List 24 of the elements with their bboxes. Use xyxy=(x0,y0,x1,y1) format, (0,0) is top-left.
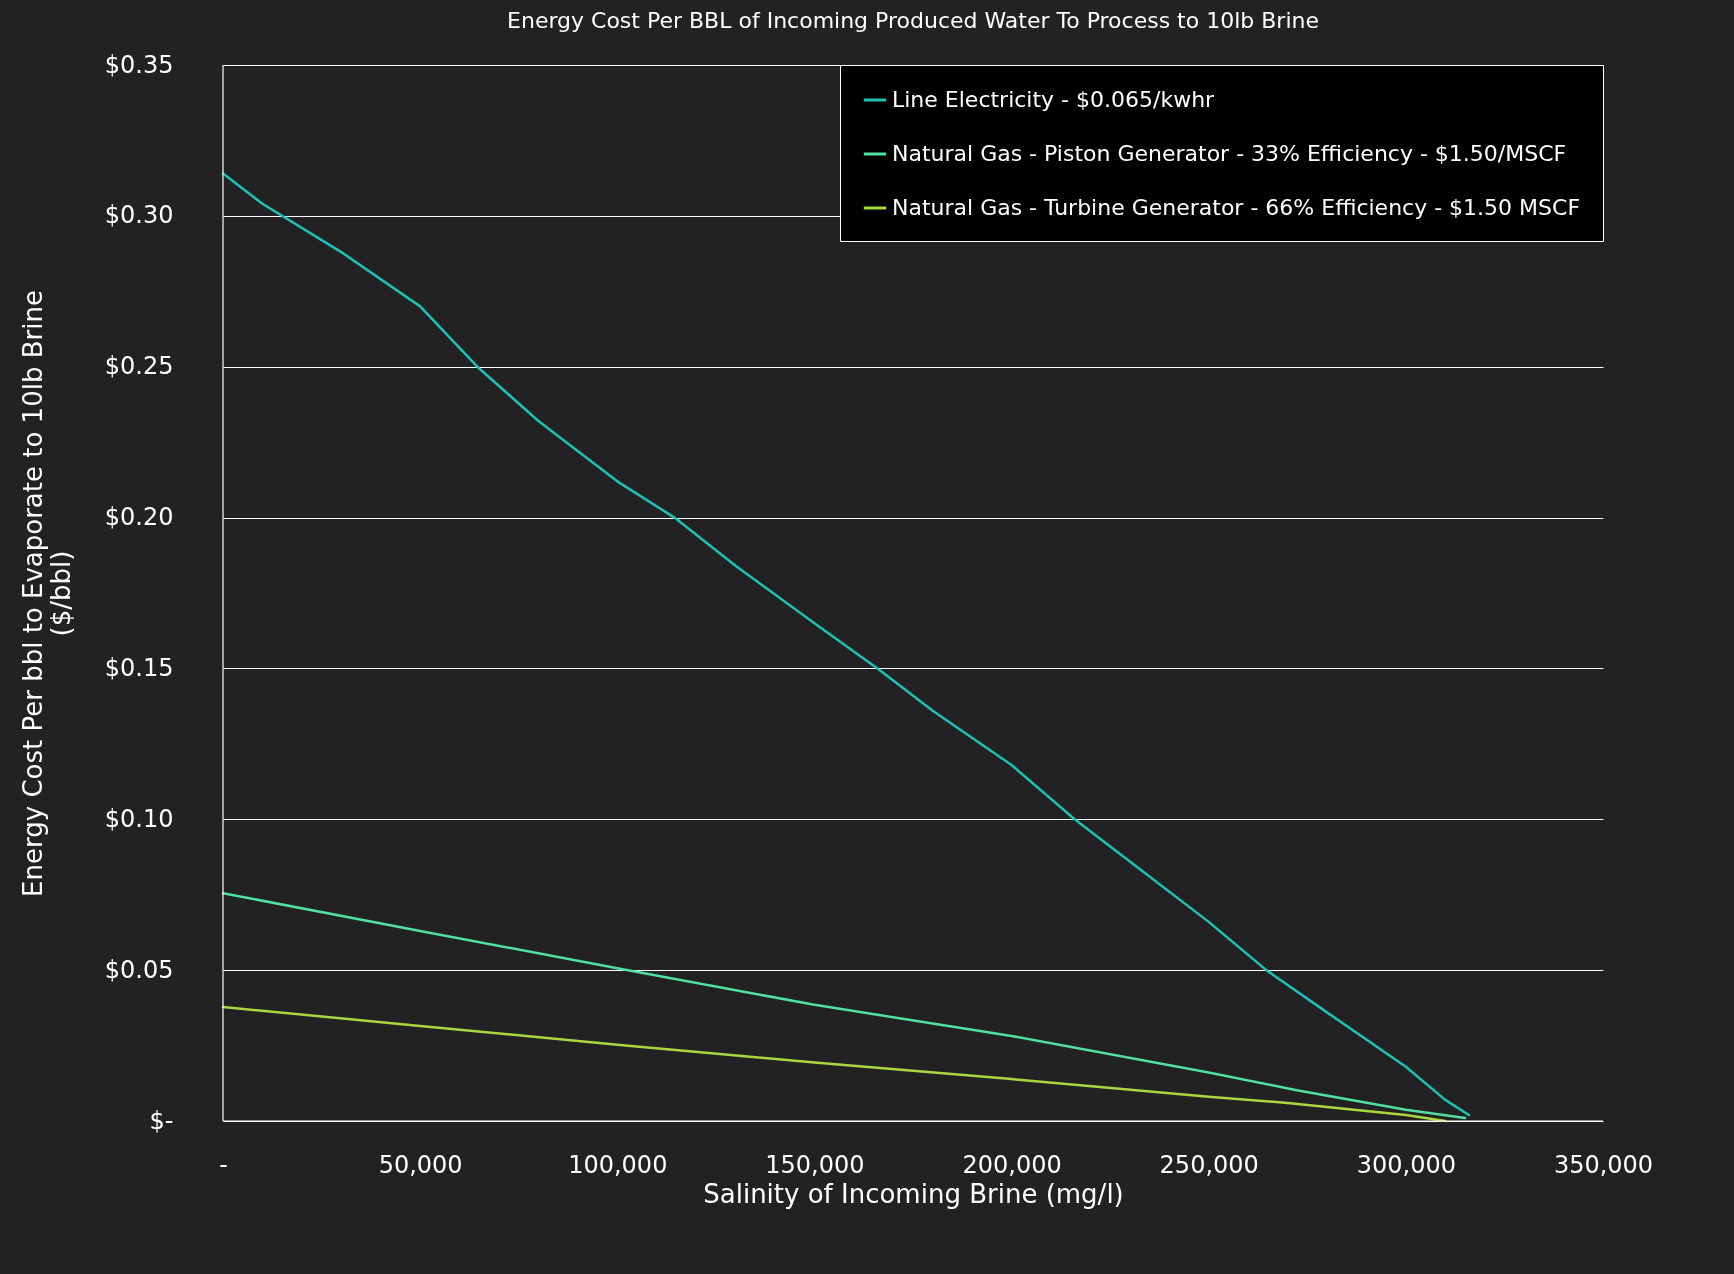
y-tick-label: $- xyxy=(149,1106,174,1135)
y-tick-label: $0.25 xyxy=(104,352,174,381)
x-tick-label: 350,000 xyxy=(1553,1150,1654,1179)
y-tick-label: $0.10 xyxy=(104,804,174,833)
x-axis-title: Salinity of Incoming Brine (mg/l) xyxy=(703,1178,1124,1209)
y-tick-label: $0.05 xyxy=(104,955,174,984)
y-tick-label: $0.15 xyxy=(104,653,174,682)
x-tick-label: - xyxy=(219,1150,228,1179)
y-axis-title: Energy Cost Per bbl to Evaporate to 10lb Brine ($/bbl) xyxy=(17,290,76,897)
x-tick-label: 50,000 xyxy=(378,1150,463,1179)
y-tick-label: $0.30 xyxy=(104,201,174,230)
x-tick-label: 300,000 xyxy=(1356,1150,1456,1179)
x-tick-label: 200,000 xyxy=(962,1150,1062,1179)
x-tick-label: 100,000 xyxy=(568,1150,668,1179)
line-series xyxy=(221,1005,1447,1123)
chart-title: Energy Cost Per BBL of Incoming Produced Water To Process to 10lb Brine xyxy=(507,8,1319,33)
x-tick-label: 250,000 xyxy=(1159,1150,1259,1179)
line-series xyxy=(221,891,1467,1120)
legend-label: Natural Gas - Piston Generator - 33% Efficiency - $1.50/MSCF xyxy=(892,141,1567,166)
x-tick-label: 150,000 xyxy=(765,1150,865,1179)
legend-label: Natural Gas - Turbine Generator - 66% Efficiency - $1.50 MSCF xyxy=(892,195,1581,220)
y-tick-label: $0.35 xyxy=(104,50,174,79)
legend-label: Line Electricity - $0.065/kwhr xyxy=(892,87,1216,112)
y-tick-label: $0.20 xyxy=(104,503,174,532)
